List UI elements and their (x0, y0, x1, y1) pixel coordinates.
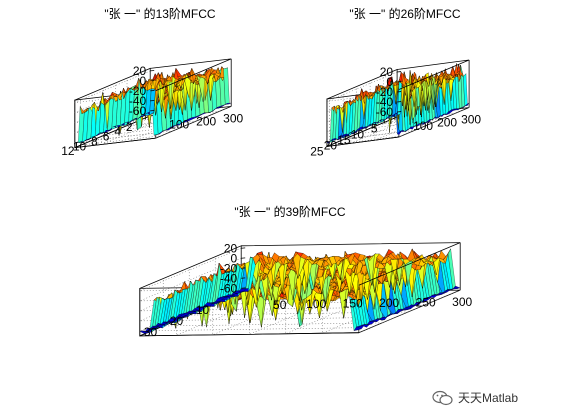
x-tick-label: 150 (343, 297, 363, 311)
y-tick-label: 2 (126, 120, 133, 134)
y-tick-label: 10 (196, 303, 210, 317)
surface-patch (464, 102, 470, 107)
x-tick-label: 200 (379, 296, 399, 310)
x-tick-label: 300 (452, 295, 472, 309)
z-tick-label: -20 (129, 84, 147, 98)
wechat-logo-icon (432, 390, 453, 405)
y-tick-label: 10 (73, 139, 87, 153)
watermark-text: 天天Matlab (458, 391, 519, 405)
x-tick-label: 100 (169, 118, 189, 132)
x-tick-label: 100 (413, 119, 433, 133)
x-tick-label: 300 (223, 111, 243, 125)
z-tick-label: 0 (140, 74, 147, 88)
y-gridline (91, 92, 174, 141)
y-tick-label: 10 (351, 127, 365, 141)
x-tick-label: 100 (306, 297, 326, 311)
y-tick-label: 25 (310, 144, 324, 158)
surface (74, 66, 232, 144)
y-tick-label: 8 (91, 134, 98, 148)
y-tick-label: 5 (371, 122, 378, 136)
chart-title: "张 一" 的39阶MFCC (234, 204, 346, 219)
z-tick-label: -40 (129, 94, 147, 108)
x-tick-label: 200 (196, 115, 216, 129)
z-tick-label: -20 (376, 85, 394, 99)
chart-title: "张 一" 的26阶MFCC (349, 6, 461, 21)
z-gridline (139, 258, 359, 302)
z-tick-label: 20 (380, 65, 394, 79)
y-tick-label: 15 (337, 133, 351, 147)
y-gridline (329, 97, 402, 146)
y-tick-label: 4 (114, 125, 121, 139)
chart-title: "张 一" 的13阶MFCC (104, 6, 216, 21)
x-tick-label: 250 (416, 296, 436, 310)
x-tick-label: 200 (437, 116, 457, 130)
z-tick-label: -60 (376, 105, 394, 119)
z-tick-label: -60 (129, 104, 147, 118)
z-tick-label: -40 (376, 95, 394, 109)
y-tick-label: 6 (103, 130, 110, 144)
y-gridline (80, 97, 162, 146)
y-gridline (342, 92, 416, 140)
surface (326, 63, 470, 144)
y-tick-label: 20 (324, 139, 338, 153)
y-tick-label: 30 (144, 325, 158, 339)
z-tick-label: 0 (386, 75, 393, 89)
z-tick-label: -60 (220, 281, 238, 295)
watermark: 天天Matlab (432, 389, 518, 406)
surface (139, 248, 461, 334)
x-gridline (155, 90, 232, 139)
x-gridline (101, 96, 178, 145)
z-gridline (139, 248, 359, 292)
x-tick-label: 50 (273, 298, 287, 312)
y-tick-label: 20 (170, 314, 184, 328)
z-gridline (74, 70, 156, 103)
y-tick-label: 12 (61, 144, 75, 158)
x-tick-label: 300 (461, 113, 481, 127)
surface-patch (225, 102, 232, 105)
z-tick-label: 20 (133, 64, 147, 78)
